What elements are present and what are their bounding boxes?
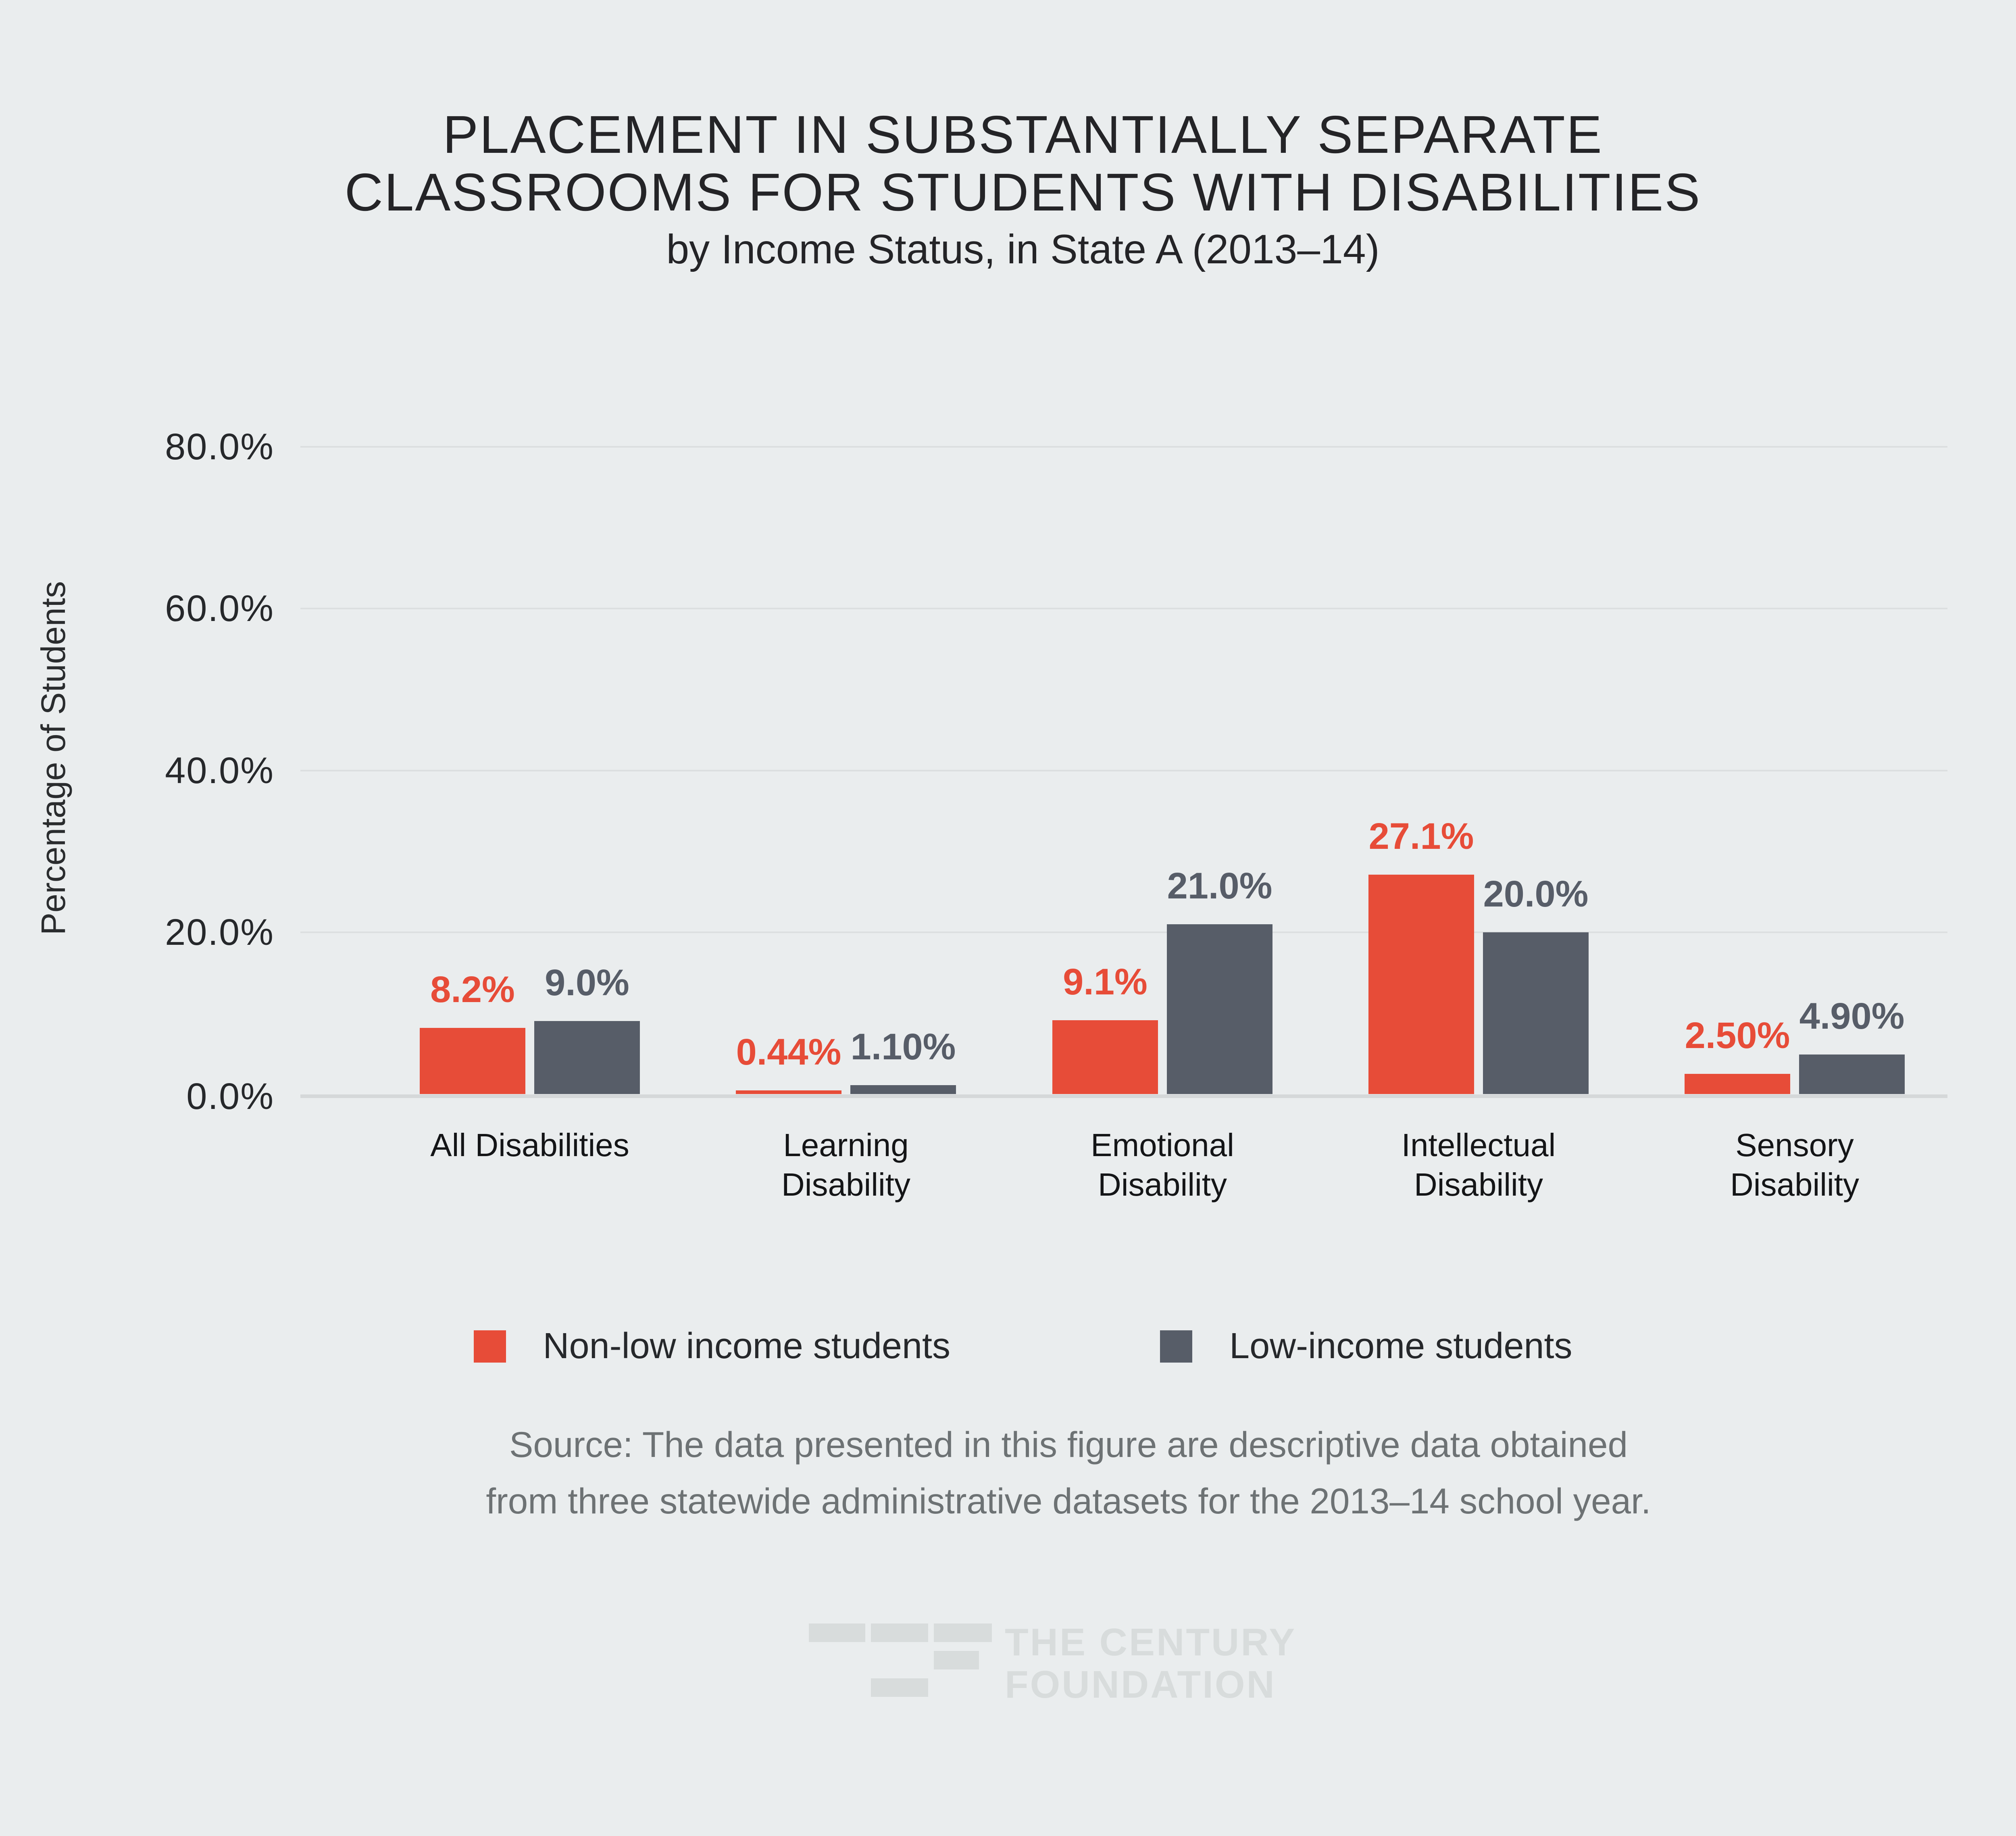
y-tick-label-40: 40.0% [165, 750, 274, 791]
tcf-logo-bar-4 [871, 1678, 928, 1697]
bar-low-1 [850, 1085, 956, 1094]
tcf-logo-text: THE CENTURY FOUNDATION [1005, 1621, 1296, 1706]
value-label-low-2: 21.0% [1167, 865, 1272, 907]
chart-title-block: PLACEMENT IN SUBSTANTIALLY SEPARATE CLAS… [0, 106, 2016, 277]
value-label-nonlow-2: 9.1% [1063, 961, 1148, 1002]
y-tick-label-20: 20.0% [165, 911, 274, 953]
chart-title-line1: PLACEMENT IN SUBSTANTIALLY SEPARATE [443, 105, 1603, 164]
category-label-line: Sensory [1735, 1127, 1854, 1163]
legend: Non-low income students Low-income stude… [0, 1325, 2016, 1367]
category-label-line: Emotional [1091, 1127, 1234, 1163]
bar-low-3 [1483, 932, 1589, 1094]
category-label-line: All Disabilities [430, 1127, 629, 1163]
gridline-20 [300, 931, 1947, 933]
x-axis-line [300, 1094, 1947, 1098]
value-label-low-4: 4.90% [1799, 996, 1905, 1037]
bar-low-0 [534, 1021, 640, 1094]
bar-low-4 [1799, 1055, 1905, 1094]
category-label-2: Emotional Disability [993, 1125, 1332, 1205]
category-label-1: Learning Disability [677, 1125, 1015, 1205]
chart-subtitle: by Income Status, in State A (2013–14) [666, 226, 1380, 272]
category-label-line: Disability [1730, 1167, 1860, 1202]
category-label-line: Disability [1414, 1167, 1543, 1202]
bar-nonlow-0 [420, 1028, 525, 1094]
bar-nonlow-3 [1368, 875, 1474, 1094]
y-tick-label-80: 80.0% [165, 426, 274, 468]
value-label-nonlow-4: 2.50% [1685, 1015, 1790, 1056]
gridline-60 [300, 608, 1947, 610]
tcf-logo-bar-0 [809, 1623, 865, 1642]
source-note-line1: Source: The data presented in this figur… [509, 1424, 1628, 1465]
value-label-nonlow-3: 27.1% [1368, 816, 1474, 857]
legend-swatch-nonlow-income [473, 1330, 506, 1363]
legend-label-nonlow-income: Non-low income students [543, 1326, 951, 1366]
tcf-logo-bar-2 [934, 1623, 992, 1642]
bar-nonlow-1 [736, 1090, 841, 1094]
tcf-logo-bar-1 [871, 1623, 928, 1642]
value-label-low-0: 9.0% [545, 962, 629, 1003]
gridline-80 [300, 446, 1947, 448]
legend-item-nonlow: Non-low income students [473, 1325, 951, 1367]
category-label-0: All Disabilities [360, 1125, 699, 1165]
value-label-nonlow-0: 8.2% [430, 969, 515, 1010]
category-label-line: Learning [783, 1127, 909, 1163]
chart-title-line2: CLASSROOMS FOR STUDENTS WITH DISABILITIE… [344, 163, 1702, 222]
bar-low-2 [1167, 924, 1272, 1094]
source-note: Source: The data presented in this figur… [403, 1416, 1734, 1529]
y-tick-label-0: 0.0% [186, 1075, 274, 1117]
category-label-3: Intellectual Disability [1309, 1125, 1648, 1205]
legend-swatch-low-income [1160, 1330, 1193, 1363]
category-label-line: Intellectual [1401, 1127, 1556, 1163]
tcf-logo-bar-3 [934, 1651, 979, 1669]
category-label-line: Disability [1098, 1167, 1227, 1202]
category-label-line: Disability [781, 1167, 911, 1202]
y-tick-label-60: 60.0% [165, 588, 274, 629]
value-label-low-3: 20.0% [1483, 873, 1589, 915]
legend-label-low-income: Low-income students [1229, 1326, 1572, 1366]
value-label-low-1: 1.10% [850, 1026, 956, 1067]
tcf-logo-text-line2: FOUNDATION [1005, 1663, 1276, 1706]
category-label-4: Sensory Disability [1625, 1125, 1964, 1205]
source-note-line2: from three statewide administrative data… [486, 1481, 1651, 1521]
legend-item-low: Low-income students [1160, 1325, 1572, 1367]
bar-nonlow-4 [1685, 1074, 1790, 1094]
value-label-nonlow-1: 0.44% [736, 1032, 841, 1073]
bar-nonlow-2 [1052, 1020, 1158, 1094]
gridline-40 [300, 769, 1947, 771]
tcf-logo-text-line1: THE CENTURY [1005, 1621, 1297, 1664]
